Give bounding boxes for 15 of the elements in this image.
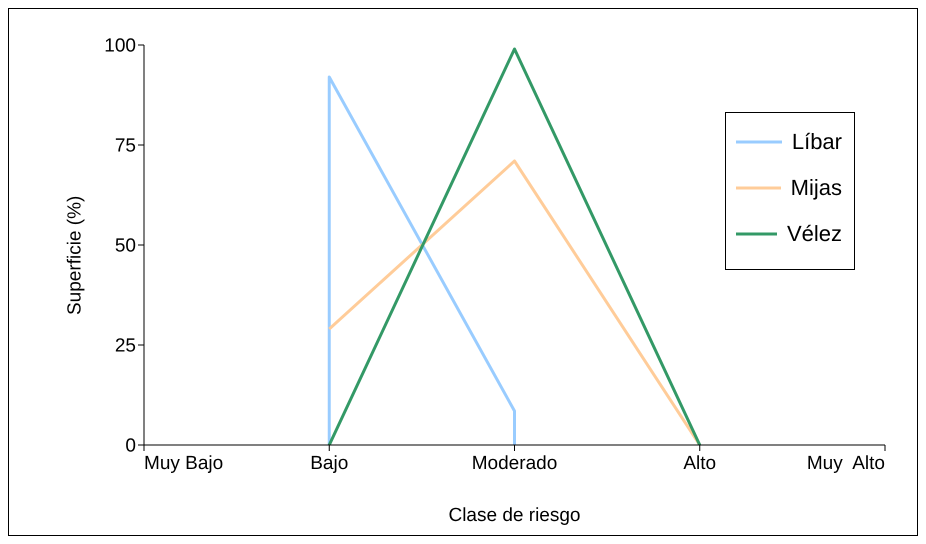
y-tick-label: 0 (125, 436, 136, 457)
y-tick-label: 75 (114, 136, 136, 157)
x-tick-label: Muy Alto (806, 453, 885, 474)
y-axis-title: Superficie (%) (64, 196, 86, 315)
x-tick-label: Bajo (310, 453, 348, 474)
x-tick-label: Moderado (472, 453, 558, 474)
legend-label: Mijas (790, 175, 842, 201)
y-tick-label: 25 (114, 336, 136, 357)
x-tick-label: Alto (683, 453, 716, 474)
y-tick-label: 100 (104, 36, 136, 57)
x-axis-title: Clase de riesgo (448, 505, 581, 526)
x-tick-label: Muy Bajo (144, 453, 224, 474)
legend-label: Líbar (792, 129, 842, 155)
y-tick-label: 50 (114, 236, 136, 257)
legend-label: Vélez (786, 221, 842, 247)
